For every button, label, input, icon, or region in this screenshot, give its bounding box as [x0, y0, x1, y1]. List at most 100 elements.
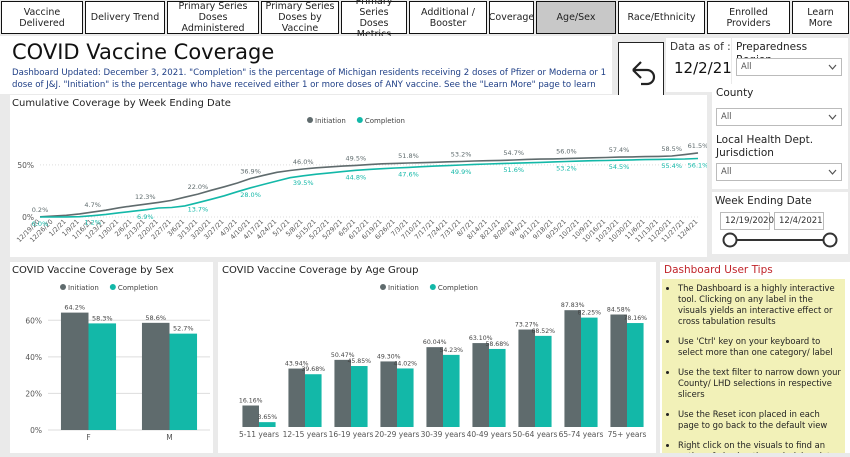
- legend-swatch: [356, 117, 363, 123]
- chart-title: COVID Vaccine Coverage by Age Group: [222, 265, 418, 276]
- chart-title: COVID Vaccine Coverage by Sex: [12, 265, 174, 276]
- reset-button[interactable]: [618, 42, 664, 99]
- x-tick-label: 16-19 years: [329, 430, 374, 439]
- data-label: 60.04%: [423, 339, 447, 346]
- filter: Local Health Dept. Jurisdiction All: [712, 131, 848, 189]
- header: COVID Vaccine Coverage Dashboard Updated…: [0, 36, 612, 94]
- legend-label: Completion: [118, 284, 158, 292]
- data-label: 46.0%: [293, 158, 314, 166]
- data-label: 58.3%: [92, 314, 113, 322]
- data-label: 82.25%: [577, 310, 601, 317]
- bar: [535, 335, 552, 427]
- tip-item: Use 'Ctrl' key on your keyboard to selec…: [678, 336, 841, 358]
- nav-tab[interactable]: Additional / Booster: [409, 1, 487, 34]
- bar: [88, 323, 117, 430]
- data-label: 3.65%: [257, 414, 277, 421]
- nav-tab[interactable]: Primary Series Doses by Vaccine: [261, 1, 339, 34]
- data-label: 61.5%: [688, 142, 707, 150]
- filter: Preparedness RegionAll: [732, 38, 848, 92]
- line-chart: Cumulative Coverage by Week Ending Date I…: [12, 98, 708, 244]
- reset-icon: [632, 61, 656, 86]
- data-label: 56.1%: [688, 161, 707, 169]
- week-start[interactable]: 12/19/2020: [720, 212, 774, 230]
- y-tick-label: 0%: [30, 426, 42, 435]
- data-label: 64.2%: [64, 304, 85, 312]
- bar: [443, 354, 460, 427]
- data-label: 58.5%: [661, 145, 682, 153]
- data-label: 78.16%: [623, 315, 647, 322]
- legend-label: Initiation: [388, 284, 419, 292]
- nav-tab[interactable]: Enrolled Providers: [707, 1, 790, 34]
- week-filter-label: Week Ending Date: [715, 195, 812, 207]
- legend-label: Initiation: [68, 284, 99, 292]
- x-tick-label: M: [166, 433, 172, 442]
- nav-tab[interactable]: Race/Ethnicity: [618, 1, 705, 34]
- data-as-of-label: Data as of :: [670, 41, 731, 53]
- y-tick-label: 50%: [17, 161, 34, 170]
- data-label: 58.68%: [485, 341, 509, 348]
- y-tick-label: 20%: [25, 389, 42, 398]
- x-tick-label: 40-49 years: [467, 430, 512, 439]
- chevron: [828, 169, 837, 175]
- legend-swatch: [380, 284, 386, 290]
- filter-dropdown[interactable]: All: [716, 108, 842, 126]
- legend-label: Initiation: [315, 117, 346, 125]
- bar: [397, 368, 414, 427]
- chevron: [828, 64, 837, 70]
- nav-tab[interactable]: Primary Series Doses Administered: [167, 1, 259, 34]
- chevron: [828, 114, 837, 120]
- x-tick-label: 30-39 years: [421, 430, 466, 439]
- tip-item: Use the text filter to narrow down your …: [678, 367, 841, 400]
- x-tick-label: 50-64 years: [513, 430, 558, 439]
- y-tick-label: 60%: [25, 316, 42, 325]
- bar: [60, 312, 89, 430]
- data-label: 44.8%: [346, 173, 367, 181]
- nav-tab[interactable]: Coverage: [489, 1, 534, 34]
- data-label: 44.02%: [393, 360, 417, 367]
- data-label: 6.9%: [137, 213, 154, 221]
- legend-label: Completion: [438, 284, 478, 292]
- chart-title: Cumulative Coverage by Week Ending Date: [12, 98, 231, 109]
- bar: [564, 310, 581, 427]
- week-filter: Week Ending Date 12/19/2020 12/4/2021: [712, 192, 848, 254]
- tips-panel: Dashboard User Tips The Dashboard is a h…: [660, 262, 850, 453]
- nav-tab[interactable]: Learn More: [792, 1, 849, 34]
- bar: [581, 317, 598, 427]
- y-tick-label: 0%: [22, 213, 34, 222]
- data-label: 13.7%: [188, 206, 209, 214]
- bar: [627, 323, 644, 427]
- filter-label: Local Health Dept. Jurisdiction: [716, 134, 814, 159]
- data-label: 16.16%: [239, 398, 263, 405]
- week-end[interactable]: 12/4/2021: [774, 212, 824, 230]
- legend-swatch: [429, 284, 436, 290]
- data-label: 45.85%: [347, 358, 371, 365]
- bar: [259, 422, 276, 427]
- nav-tab[interactable]: Primary Series Doses Metrics: [341, 0, 407, 40]
- filter-dropdown[interactable]: All: [736, 58, 842, 76]
- data-label: 39.5%: [293, 179, 314, 187]
- data-label: 53.2%: [451, 151, 472, 159]
- nav-tab[interactable]: Age/Sex: [536, 1, 616, 34]
- data-label: 1.2%: [84, 219, 101, 227]
- description: Dashboard Updated: December 3, 2021. "Co…: [12, 68, 607, 90]
- data-label: 49.9%: [451, 168, 472, 176]
- data-label: 87.83%: [561, 302, 585, 309]
- data-as-of-value: 12/2/21: [674, 59, 732, 77]
- x-tick-label: F: [86, 433, 90, 442]
- data-label: 36.9%: [240, 168, 261, 176]
- data-label: 50.47%: [331, 352, 355, 359]
- nav-tab[interactable]: Vaccine Delivered: [1, 1, 83, 34]
- nav-tab[interactable]: Delivery Trend: [85, 1, 165, 34]
- filter-dropdown[interactable]: All: [716, 163, 842, 181]
- week-slider[interactable]: [720, 230, 844, 250]
- tip-item: Use the Reset icon placed in each page t…: [678, 409, 841, 431]
- tip-item: The Dashboard is a highly interactive to…: [678, 283, 841, 327]
- data-label: 51.6%: [503, 166, 524, 174]
- x-tick-label: 65-74 years: [559, 430, 604, 439]
- data-label: 53.2%: [556, 165, 577, 173]
- bar: [380, 361, 397, 427]
- legend-swatch: [60, 284, 66, 290]
- x-tick-label: 5-11 years: [239, 430, 279, 439]
- data-label: 63.10%: [469, 335, 493, 342]
